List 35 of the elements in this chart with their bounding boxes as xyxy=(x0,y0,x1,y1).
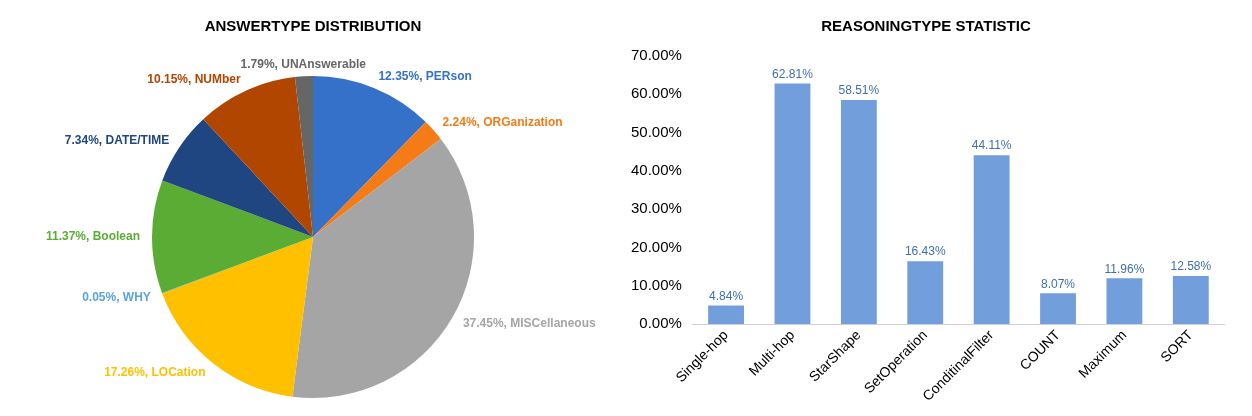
data-label: 62.81% xyxy=(772,66,814,81)
chart-title: REASONINGTYPE STATISTIC xyxy=(821,17,1031,35)
bar xyxy=(1172,275,1209,325)
y-tick-label: 0.00% xyxy=(639,314,682,332)
bar xyxy=(973,155,1010,325)
slice-label: 10.15%, NUMber xyxy=(147,72,241,87)
slice-label: 11.37%, Boolean xyxy=(45,228,140,243)
bar xyxy=(907,261,944,325)
data-label: 16.43% xyxy=(904,244,946,259)
y-tick-label: 30.00% xyxy=(631,199,682,217)
slice-label: 12.35%, PERson xyxy=(378,69,472,84)
slice-label: 7.34%, DATE/TIME xyxy=(64,133,170,148)
data-label: 12.58% xyxy=(1170,259,1212,274)
y-tick-label: 10.00% xyxy=(631,275,682,293)
y-tick-label: 60.00% xyxy=(631,84,682,102)
slice-label: 37.45%, MISCellaneous xyxy=(462,315,596,330)
data-label: 58.51% xyxy=(838,83,880,98)
slice-label: 2.24%, ORGanization xyxy=(442,114,563,129)
y-tick-label: 50.00% xyxy=(631,122,682,140)
slice-label: 17.26%, LOCation xyxy=(104,364,206,379)
bar xyxy=(1040,293,1076,325)
bar xyxy=(1106,278,1143,325)
y-tick-label: 70.00% xyxy=(631,46,682,64)
chart-title: ANSWERTYPE DISTRIBUTION xyxy=(204,17,422,35)
data-label: 11.96% xyxy=(1104,261,1145,276)
y-tick-label: 20.00% xyxy=(631,237,682,255)
slice-label: 0.05%, WHY xyxy=(82,289,151,304)
bar xyxy=(774,83,811,325)
bar xyxy=(840,100,877,325)
data-label: 4.84% xyxy=(709,288,744,303)
data-label: 8.07% xyxy=(1041,276,1076,291)
bar xyxy=(708,305,744,325)
slice-label: 1.79%, UNAnswerable xyxy=(240,56,367,71)
data-label: 44.11% xyxy=(971,138,1012,153)
y-tick-label: 40.00% xyxy=(631,161,682,179)
